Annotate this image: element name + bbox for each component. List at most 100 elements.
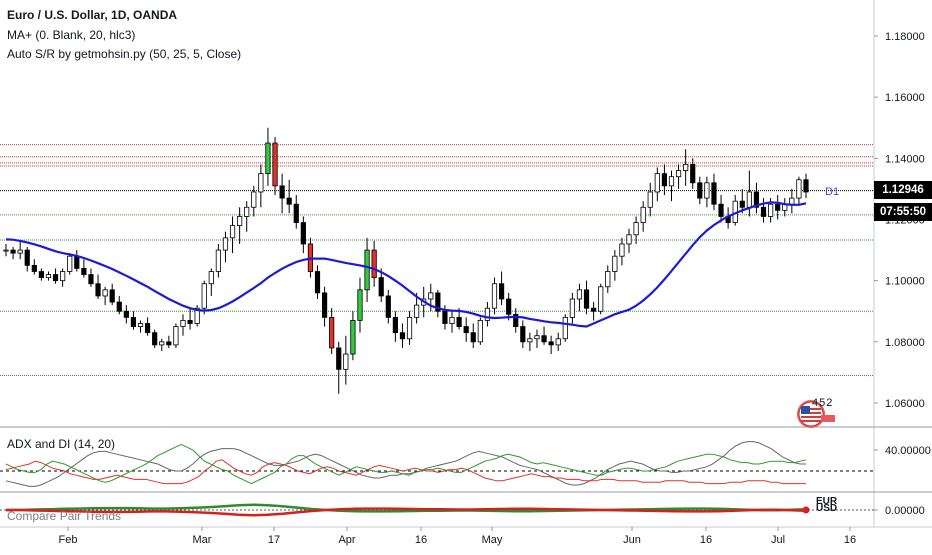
- candle-body: [449, 316, 455, 324]
- compare-usd-line: [6, 507, 807, 517]
- candle-body: [406, 316, 413, 340]
- price-tick-label: 1.16000: [885, 92, 925, 104]
- candle-body: [661, 173, 668, 187]
- price-tick-label: 1.06000: [885, 398, 925, 410]
- candle-body: [683, 164, 689, 171]
- price-tick-label: 1.10000: [885, 276, 925, 288]
- time-tick-label: 16: [844, 534, 856, 546]
- time-tick-label: May: [482, 534, 503, 546]
- candle-body: [541, 335, 547, 343]
- candle-body: [626, 234, 632, 245]
- symbol-title[interactable]: Euro / U.S. Dollar, 1D, OANDA: [7, 8, 178, 22]
- candle-body: [3, 249, 9, 252]
- candle-body: [88, 274, 94, 285]
- candle-body: [102, 289, 108, 297]
- candle-body: [477, 320, 483, 343]
- candle-body: [385, 295, 391, 318]
- time-tick-label: Jun: [623, 534, 641, 546]
- candle-body: [286, 197, 292, 205]
- candle-body: [633, 222, 639, 236]
- compare-end-marker: [802, 506, 810, 514]
- candle-body: [619, 243, 625, 257]
- candle-body: [640, 206, 646, 223]
- candle-body: [491, 283, 498, 309]
- timeframe-label: D1: [825, 186, 840, 198]
- candle-body: [45, 274, 52, 279]
- candle-body: [576, 289, 583, 300]
- candle-body: [690, 164, 696, 184]
- time-tick-label: Jul: [771, 534, 785, 546]
- flag-widget[interactable]: 452: [794, 397, 838, 436]
- candle-body: [60, 271, 66, 282]
- candle-body: [251, 191, 257, 208]
- ma-indicator-label[interactable]: MA+ (0. Blank, 20, hlc3): [7, 28, 136, 42]
- time-tick-label: Mar: [193, 534, 212, 546]
- plus-di-line: [5, 443, 807, 485]
- candle-body: [336, 347, 342, 370]
- candle-body: [194, 307, 200, 324]
- candle-body: [591, 307, 597, 312]
- minus-di-line: [5, 459, 806, 485]
- candle-body: [711, 182, 717, 205]
- candle-body: [74, 255, 80, 269]
- compare-tick-label: 0.00000: [885, 505, 925, 517]
- adx-tick-label: 40.00000: [885, 445, 931, 457]
- candle-body: [116, 301, 122, 312]
- time-tick-label: 16: [700, 534, 712, 546]
- compare-pair-label[interactable]: Compare Pair Trends: [7, 509, 122, 523]
- candle-body: [527, 338, 533, 343]
- candle-body: [265, 142, 271, 175]
- adx-indicator-label[interactable]: ADX and DI (14, 20): [7, 437, 116, 451]
- candle-body: [173, 326, 179, 346]
- candle-body: [180, 320, 186, 327]
- candle-body: [739, 200, 745, 208]
- last-price-badge: 1.12946: [874, 181, 932, 199]
- candle-body: [534, 335, 540, 340]
- candle-body: [350, 320, 356, 355]
- candle-body: [321, 292, 328, 318]
- candle-body: [137, 323, 144, 327]
- candle-body: [343, 353, 349, 370]
- time-tick-label: Feb: [59, 534, 78, 546]
- candle-body: [675, 170, 682, 178]
- candle-body: [159, 341, 165, 346]
- candle-body: [31, 264, 37, 272]
- pair-tag-usd: USD: [816, 503, 838, 514]
- candle-body: [569, 298, 575, 318]
- candle-body: [81, 268, 87, 275]
- candle-body: [215, 249, 221, 272]
- time-tick-label: Apr: [338, 534, 355, 546]
- candle-body: [548, 341, 554, 346]
- candle-body: [314, 271, 321, 294]
- countdown-badge: 07:55:50: [874, 203, 932, 221]
- candle-body: [598, 286, 604, 312]
- price-tick-label: 1.08000: [885, 337, 925, 349]
- candle-body: [718, 203, 724, 217]
- us-flag-icon: [797, 400, 835, 428]
- candle-body: [244, 206, 250, 217]
- candle-body: [17, 249, 23, 254]
- candle-body: [187, 320, 193, 324]
- candle-body: [768, 203, 774, 217]
- candle-body: [123, 310, 129, 318]
- candle-body: [293, 203, 299, 223]
- candle-body: [442, 310, 448, 324]
- candle-body: [697, 182, 703, 199]
- candle-body: [130, 316, 137, 327]
- candle-body: [399, 332, 406, 340]
- candle-body: [24, 249, 30, 266]
- price-tick-label: 1.14000: [885, 153, 925, 165]
- flag-count: 452: [812, 397, 834, 409]
- candle-body: [456, 316, 462, 327]
- time-tick-label: 17: [268, 534, 280, 546]
- candle-body: [208, 271, 214, 285]
- pair-tag-eur: EUR: [816, 496, 838, 507]
- candle-body: [428, 292, 434, 300]
- candle-body: [463, 326, 469, 334]
- candle-body: [789, 197, 795, 205]
- sr-indicator-label[interactable]: Auto S/R by getmohsin.py (50, 25, 5, Clo…: [7, 47, 242, 61]
- candle-body: [329, 316, 335, 349]
- candle-body: [357, 289, 363, 321]
